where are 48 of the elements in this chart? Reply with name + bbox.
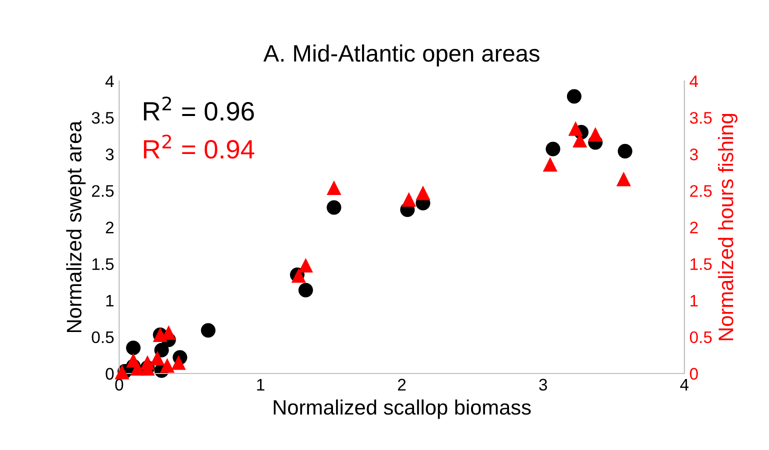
x-axis-title: Normalized scallop biomass: [274, 399, 531, 419]
point: [126, 340, 141, 356]
y2-tick-label: 3: [690, 148, 698, 160]
y-tick-label: 3.5: [92, 112, 114, 124]
y-tick-label: 2.5: [92, 185, 114, 197]
point: [546, 142, 560, 156]
y2-tick-label: 4: [690, 76, 698, 88]
y-tick-label: 2: [106, 222, 114, 234]
x-tick-label: 3: [539, 378, 548, 391]
y-tick-label: 1: [106, 294, 114, 306]
y2-tick-label: 2.5: [690, 185, 712, 197]
point: [588, 127, 603, 142]
annotation: R$^{2}$ = 0.94: [144, 134, 254, 159]
point: [298, 258, 313, 273]
point: [114, 364, 130, 380]
point: [542, 157, 558, 172]
x-tick-label: 2: [398, 378, 406, 390]
point: [160, 358, 175, 373]
point: [568, 121, 583, 136]
annotation: R$^{2}$ = 0.96: [144, 96, 254, 121]
point: [566, 89, 582, 104]
point: [616, 172, 631, 186]
y-tick-label: 3: [106, 148, 114, 160]
y2-tick-label: 1: [690, 294, 698, 306]
x-tick-label: 1: [257, 378, 264, 390]
point: [150, 350, 165, 366]
point: [326, 180, 342, 196]
point: [416, 186, 430, 200]
y-tick-label: 4: [105, 76, 114, 88]
y2-tick-label: 1.5: [690, 258, 712, 270]
y-axis-title: Normalized swept area: [66, 120, 86, 332]
y2-tick-label: 2: [690, 222, 698, 234]
x-tick-label: 4: [680, 378, 689, 390]
point: [298, 282, 313, 298]
y-tick-label: 0.5: [92, 331, 114, 344]
y2-tick-label: 0.5: [690, 331, 712, 344]
point: [326, 200, 342, 215]
chart-title: A. Mid-Atlantic open areas: [263, 44, 540, 66]
y-tick-label: 0: [106, 368, 114, 380]
point: [618, 144, 632, 158]
y-tick-label: 1.5: [92, 258, 114, 270]
point: [402, 192, 416, 207]
y2-tick-label: 3.5: [690, 112, 712, 124]
y2-tick-label: 0: [690, 368, 698, 380]
x-tick-label: 0: [115, 378, 124, 391]
y2-axis-title: Normalized hours fishing: [718, 114, 738, 340]
point: [171, 355, 186, 370]
point: [200, 323, 216, 338]
